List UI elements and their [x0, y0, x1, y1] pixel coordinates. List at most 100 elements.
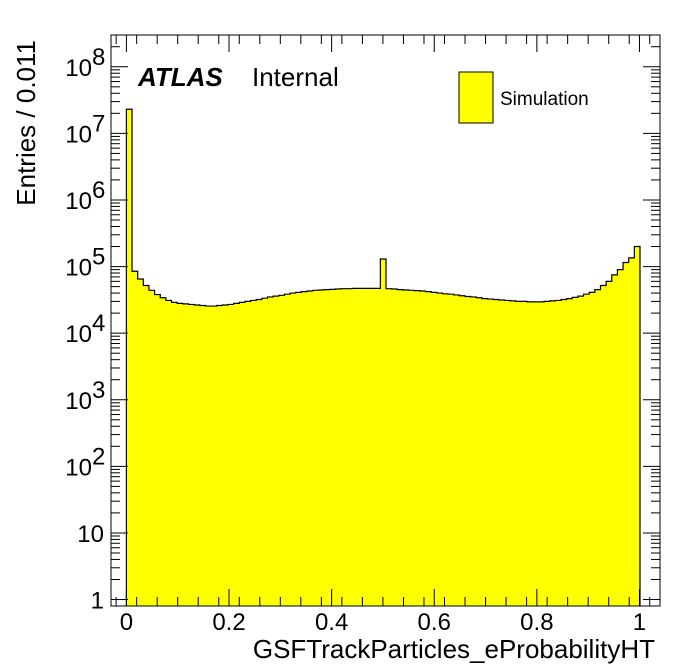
histogram-bar: [408, 290, 415, 606]
histogram-outline: [125, 108, 641, 606]
y-tick-label: 10: [77, 521, 104, 548]
histogram-bar: [465, 296, 472, 606]
histogram-bar: [284, 294, 291, 606]
y-tick-exponent: 3: [92, 377, 105, 404]
histogram-bar: [335, 289, 342, 606]
histogram-bar: [369, 288, 376, 606]
histogram-bar: [329, 289, 336, 606]
histogram-bar: [363, 288, 370, 606]
histogram-bar: [459, 295, 466, 606]
histogram-bar: [199, 305, 206, 606]
y-tick-label: 10: [65, 188, 92, 215]
histogram-bar: [493, 299, 500, 606]
y-tick-label: 10: [65, 255, 92, 282]
histogram-bar: [323, 289, 330, 606]
histogram-bar: [137, 279, 144, 606]
histogram-bar: [583, 294, 590, 606]
histogram-bar: [425, 291, 432, 606]
histogram-bar: [386, 288, 393, 606]
histogram-bar: [448, 294, 455, 606]
histogram-bar: [148, 290, 156, 606]
histogram-bar: [589, 292, 596, 606]
histogram-bar: [318, 289, 325, 606]
histogram-bar: [442, 293, 449, 606]
y-tick-label: 10: [65, 121, 92, 148]
histogram-bar: [532, 301, 539, 606]
y-tick-label: 10: [65, 388, 92, 415]
y-tick-exponent: 6: [92, 177, 105, 204]
histogram-bar: [549, 300, 556, 606]
histogram-bar: [623, 262, 630, 606]
histogram-bar: [261, 298, 268, 606]
y-tick-label: 10: [65, 321, 92, 348]
histogram-bar: [628, 257, 635, 606]
plot-frame: [110, 34, 661, 607]
histogram-bar: [160, 297, 167, 606]
y-tick-exponent: 7: [92, 110, 105, 137]
histogram-bar: [577, 296, 584, 606]
legend-label-simulation: Simulation: [500, 89, 589, 110]
histogram-bar: [352, 288, 359, 606]
histogram-bar: [510, 300, 517, 606]
x-tick-labels: 0 0.2 0.4 0.6 0.8 1: [120, 609, 646, 636]
histogram-bar: [504, 300, 511, 606]
histogram-bar: [611, 274, 618, 606]
histogram-bar: [312, 290, 319, 606]
histogram-bar: [143, 285, 150, 606]
y-tick-exponent: 4: [92, 310, 105, 337]
histogram-bar: [498, 299, 505, 606]
x-tick-label: 0.6: [418, 609, 451, 636]
histogram-bar: [295, 292, 302, 606]
histogram-bar: [481, 298, 489, 606]
x-tick-label: 0: [120, 609, 133, 636]
x-axis-title: GSFTrackParticles_eProbabilityHT: [253, 634, 655, 664]
histogram-bar: [515, 301, 522, 606]
histogram-bar: [453, 294, 460, 606]
histogram-bar: [617, 269, 624, 606]
histogram-bar: [594, 289, 601, 606]
histogram-bar: [301, 291, 308, 606]
legend-swatch-simulation: [458, 71, 494, 124]
histogram-bar: [239, 302, 246, 606]
histogram-bar: [171, 302, 178, 606]
histogram-bar: [306, 290, 314, 606]
histogram-bar: [397, 289, 404, 606]
histogram-bar: [487, 299, 494, 606]
histogram-bar: [419, 290, 426, 606]
histogram-bar: [606, 281, 613, 606]
histogram-bar: [278, 295, 285, 606]
histogram-bar: [182, 303, 189, 606]
histogram-bar: [165, 300, 172, 606]
x-tick-label: 0.4: [315, 609, 348, 636]
histogram-bar: [380, 258, 387, 606]
histogram-bar: [566, 298, 573, 606]
x-tick-label: 0.2: [212, 609, 245, 636]
histogram-bar: [216, 305, 223, 606]
histogram-bar: [391, 289, 398, 606]
histogram-bar: [572, 297, 579, 606]
histogram-bar: [538, 301, 545, 606]
y-axis-title: Entries / 0.011: [11, 40, 41, 206]
histogram-bar: [470, 296, 477, 606]
y-tick-label: 10: [65, 55, 92, 82]
axis-ticks: [111, 34, 660, 606]
x-tick-label: 0.8: [520, 609, 553, 636]
histogram-bar: [290, 293, 297, 606]
histogram-bars: [125, 108, 641, 606]
histogram-bar: [560, 299, 568, 606]
histogram-bar: [273, 296, 280, 606]
histogram-bar: [436, 293, 443, 606]
y-tick-label: 1: [91, 588, 104, 615]
histogram-bar: [177, 303, 184, 606]
histogram-bar: [194, 304, 201, 606]
y-tick-exponent: 2: [92, 443, 105, 470]
y-tick-exponent: 5: [92, 244, 105, 271]
histogram-bar: [250, 300, 257, 606]
histogram-bar: [527, 301, 534, 606]
histogram-bar: [634, 246, 641, 606]
histogram-bar: [476, 297, 483, 606]
legend: Simulation: [458, 71, 589, 124]
